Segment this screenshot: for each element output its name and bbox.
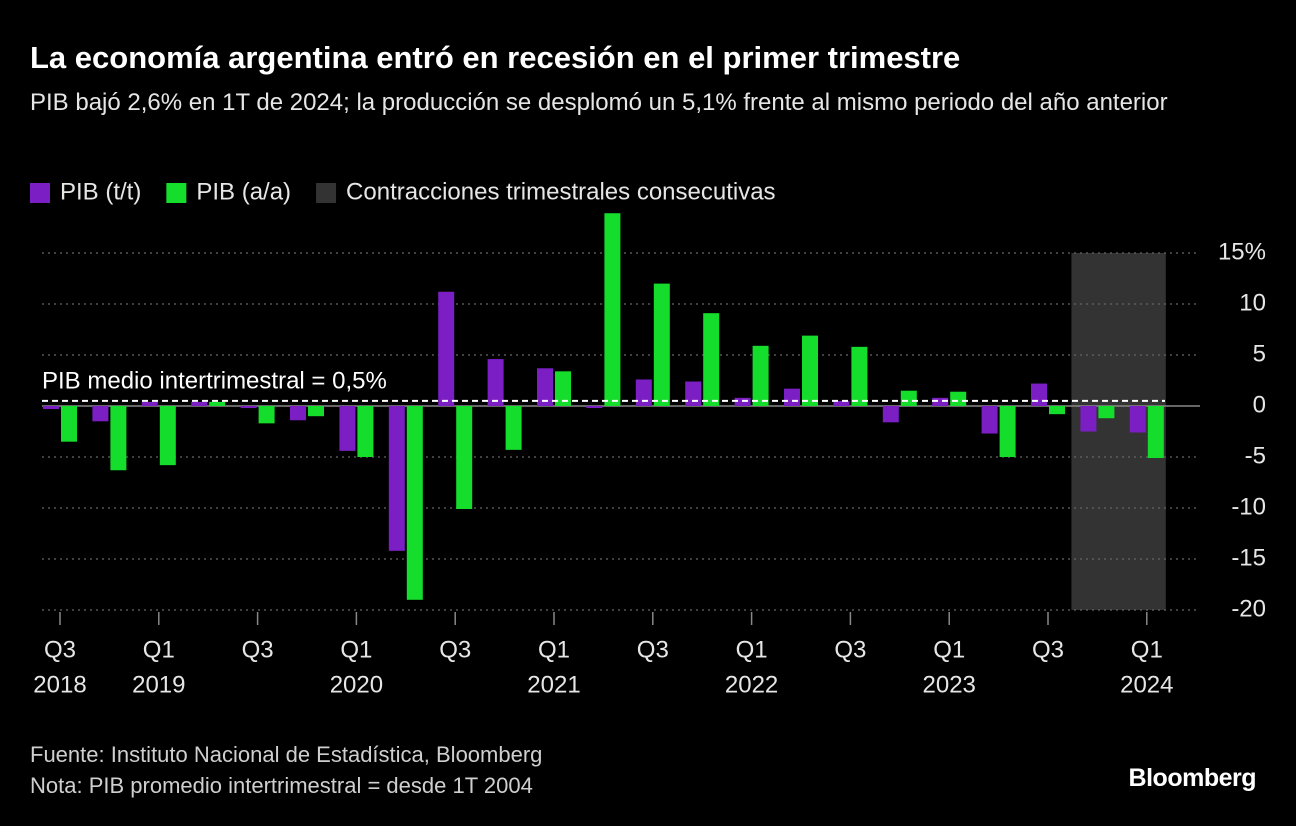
x-year-label: 2020 bbox=[330, 671, 383, 698]
bar bbox=[851, 346, 868, 406]
x-year-label: 2023 bbox=[923, 671, 976, 698]
reference-label: PIB medio intertrimestral = 0,5% bbox=[42, 367, 387, 394]
bar bbox=[159, 406, 176, 466]
bar bbox=[339, 406, 356, 451]
legend-swatch bbox=[166, 183, 187, 203]
bar bbox=[586, 406, 603, 409]
bar bbox=[258, 406, 275, 424]
x-tick-label: Q1 bbox=[143, 636, 175, 663]
x-year-label: 2024 bbox=[1120, 671, 1173, 698]
bar bbox=[981, 406, 998, 434]
x-tick-label: Q3 bbox=[439, 636, 471, 663]
x-tick-label: Q1 bbox=[1131, 636, 1163, 663]
x-year-label: 2018 bbox=[33, 671, 86, 698]
bar bbox=[141, 401, 158, 406]
y-tick-label: -5 bbox=[1245, 442, 1266, 469]
note: Nota: PIB promedio intertrimestral = des… bbox=[30, 773, 533, 798]
y-tick-label: -20 bbox=[1231, 595, 1266, 622]
bar bbox=[932, 397, 949, 406]
bar bbox=[802, 335, 818, 406]
x-tick-label: Q3 bbox=[1032, 636, 1064, 663]
bar bbox=[43, 406, 59, 410]
x-tick-label: Q3 bbox=[44, 636, 76, 663]
x-tick-label: Q3 bbox=[834, 636, 866, 663]
legend-swatch bbox=[30, 183, 50, 203]
bar bbox=[209, 401, 226, 406]
bar bbox=[1080, 406, 1097, 432]
y-tick-label: 15% bbox=[1218, 238, 1266, 265]
legend-swatch bbox=[316, 183, 337, 203]
bar bbox=[357, 406, 374, 457]
bar bbox=[1147, 406, 1164, 459]
x-tick-label: Q1 bbox=[340, 636, 372, 663]
x-year-label: 2022 bbox=[725, 671, 778, 698]
y-tick-label: 0 bbox=[1253, 391, 1266, 418]
chart-title: La economía argentina entró en recesión … bbox=[30, 40, 961, 75]
bar bbox=[92, 406, 109, 422]
bar bbox=[784, 388, 800, 406]
bar bbox=[999, 406, 1016, 457]
legend-label: PIB (a/a) bbox=[196, 178, 291, 205]
x-year-label: 2019 bbox=[132, 671, 185, 698]
bar bbox=[110, 406, 127, 471]
x-tick-label: Q1 bbox=[736, 636, 768, 663]
bar bbox=[555, 371, 571, 406]
chart-subtitle: PIB bajó 2,6% en 1T de 2024; la producci… bbox=[30, 89, 1168, 116]
bar bbox=[752, 345, 769, 406]
bar bbox=[604, 213, 621, 406]
bar bbox=[950, 391, 967, 406]
x-year-label: 2021 bbox=[527, 671, 580, 698]
bar bbox=[505, 406, 522, 450]
bar bbox=[685, 381, 702, 406]
bar bbox=[456, 406, 473, 510]
x-tick-label: Q1 bbox=[933, 636, 965, 663]
bar bbox=[537, 368, 553, 406]
bar bbox=[653, 283, 670, 406]
legend-label: PIB (t/t) bbox=[60, 178, 141, 205]
brand: Bloomberg bbox=[1128, 764, 1257, 792]
x-tick-label: Q3 bbox=[242, 636, 274, 663]
bar bbox=[1049, 406, 1065, 415]
bar bbox=[406, 406, 423, 600]
y-tick-label: 5 bbox=[1253, 340, 1266, 367]
x-tick-label: Q1 bbox=[538, 636, 570, 663]
bar bbox=[61, 406, 77, 442]
bar bbox=[900, 390, 917, 406]
bar bbox=[487, 359, 504, 406]
bar bbox=[438, 291, 455, 406]
bar bbox=[1031, 383, 1047, 406]
bar bbox=[1129, 406, 1146, 433]
bar bbox=[240, 406, 257, 409]
y-tick-label: 10 bbox=[1239, 289, 1266, 316]
bar bbox=[734, 397, 751, 406]
bar bbox=[388, 406, 405, 551]
bar bbox=[308, 406, 324, 417]
bar bbox=[191, 401, 208, 406]
bar bbox=[833, 400, 850, 406]
bar bbox=[882, 406, 899, 423]
y-tick-label: -15 bbox=[1231, 544, 1266, 571]
bar bbox=[1098, 406, 1115, 419]
source: Fuente: Instituto Nacional de Estadístic… bbox=[30, 742, 543, 767]
bar bbox=[635, 379, 652, 406]
bar bbox=[290, 406, 306, 421]
legend-label: Contracciones trimestrales consecutivas bbox=[346, 178, 776, 205]
y-tick-label: -10 bbox=[1231, 493, 1266, 520]
bar bbox=[703, 313, 720, 406]
x-tick-label: Q3 bbox=[637, 636, 669, 663]
